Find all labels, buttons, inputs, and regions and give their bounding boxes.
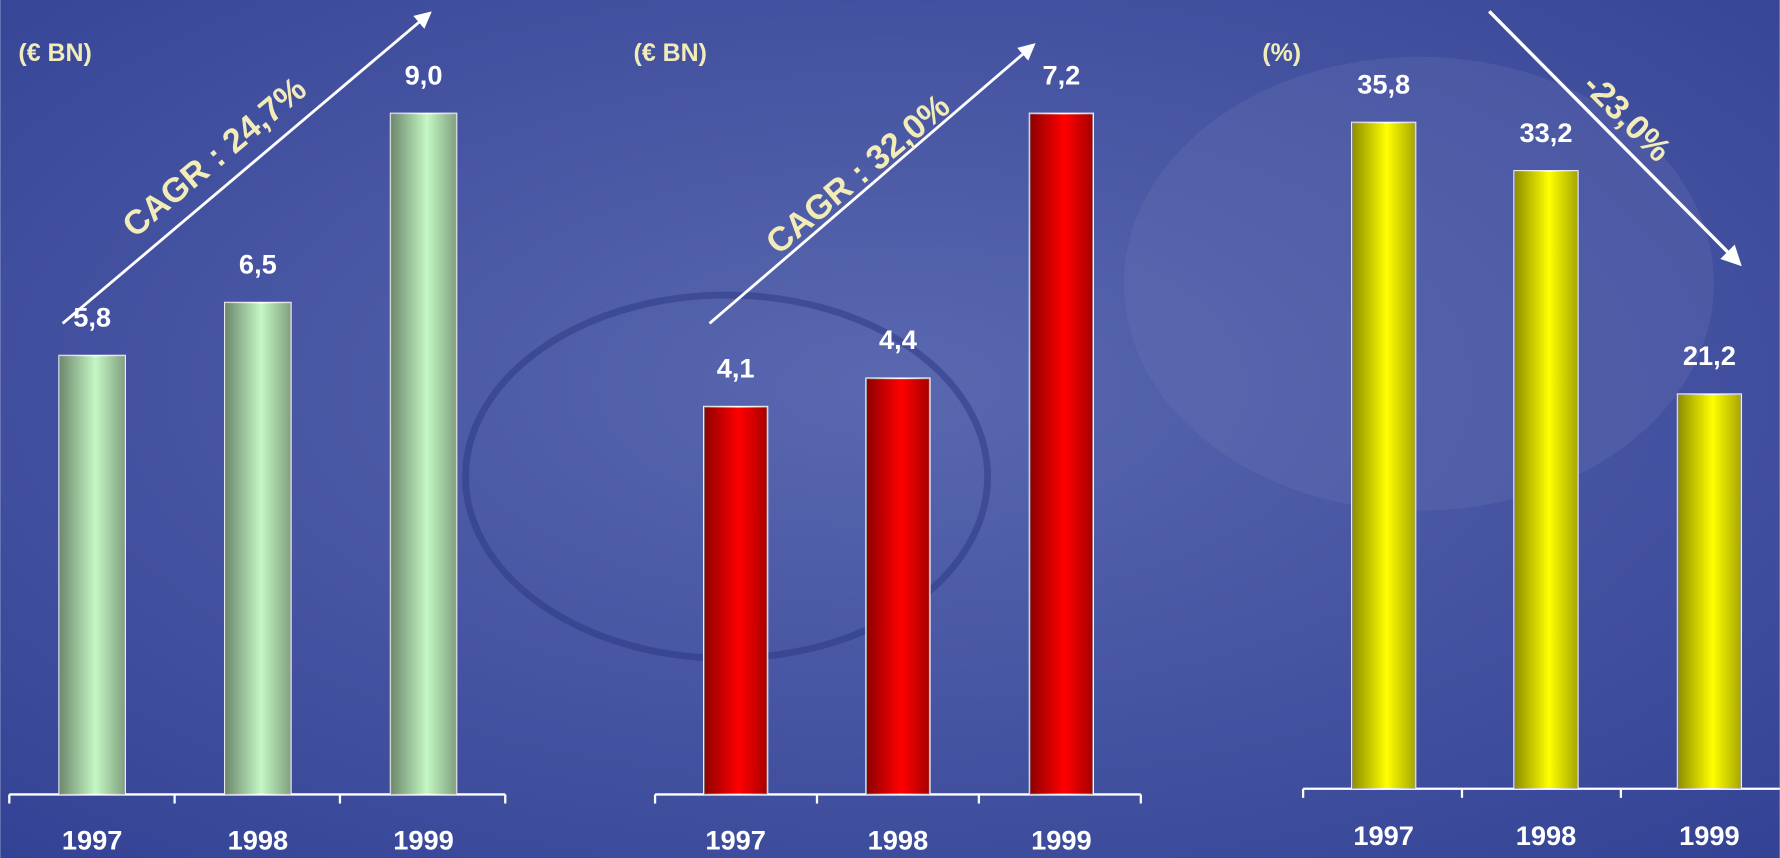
value-label: 6,5	[239, 249, 277, 280]
bar-shade	[390, 113, 457, 795]
bar-shade	[1351, 122, 1416, 789]
value-label: 5,8	[73, 301, 111, 332]
bar-shade	[224, 302, 291, 795]
y-axis-label: (€ BN)	[18, 39, 91, 67]
x-tick-label: 1999	[393, 824, 454, 855]
value-label: 4,1	[717, 353, 755, 384]
x-tick-label: 1999	[1031, 824, 1092, 855]
y-axis-label: (%)	[1262, 39, 1301, 67]
bar-shade	[866, 378, 930, 795]
x-tick-label: 1998	[1516, 820, 1577, 851]
x-tick-label: 1997	[1353, 820, 1414, 851]
bar-shade	[1514, 170, 1578, 789]
x-tick-label: 1999	[1679, 820, 1740, 851]
bar-shade	[59, 355, 126, 795]
value-label: 21,2	[1683, 340, 1736, 371]
trend-arrow	[1488, 10, 1742, 267]
bar-shade	[1029, 113, 1094, 795]
x-tick-label: 1997	[705, 824, 766, 855]
value-label: 35,8	[1357, 68, 1410, 99]
x-tick-label: 1998	[228, 824, 289, 855]
value-label: 33,2	[1519, 117, 1572, 148]
x-tick-label: 1998	[868, 824, 929, 855]
bar-shade	[703, 406, 768, 795]
y-axis-label: (€ BN)	[634, 39, 707, 67]
value-label: 9,0	[405, 59, 443, 90]
x-tick-label: 1997	[62, 824, 123, 855]
value-label: 7,2	[1042, 59, 1080, 90]
trend-arrow	[61, 11, 432, 325]
bar-shade	[1677, 394, 1742, 789]
trend-arrow	[708, 43, 1036, 325]
value-label: 4,4	[879, 324, 917, 355]
